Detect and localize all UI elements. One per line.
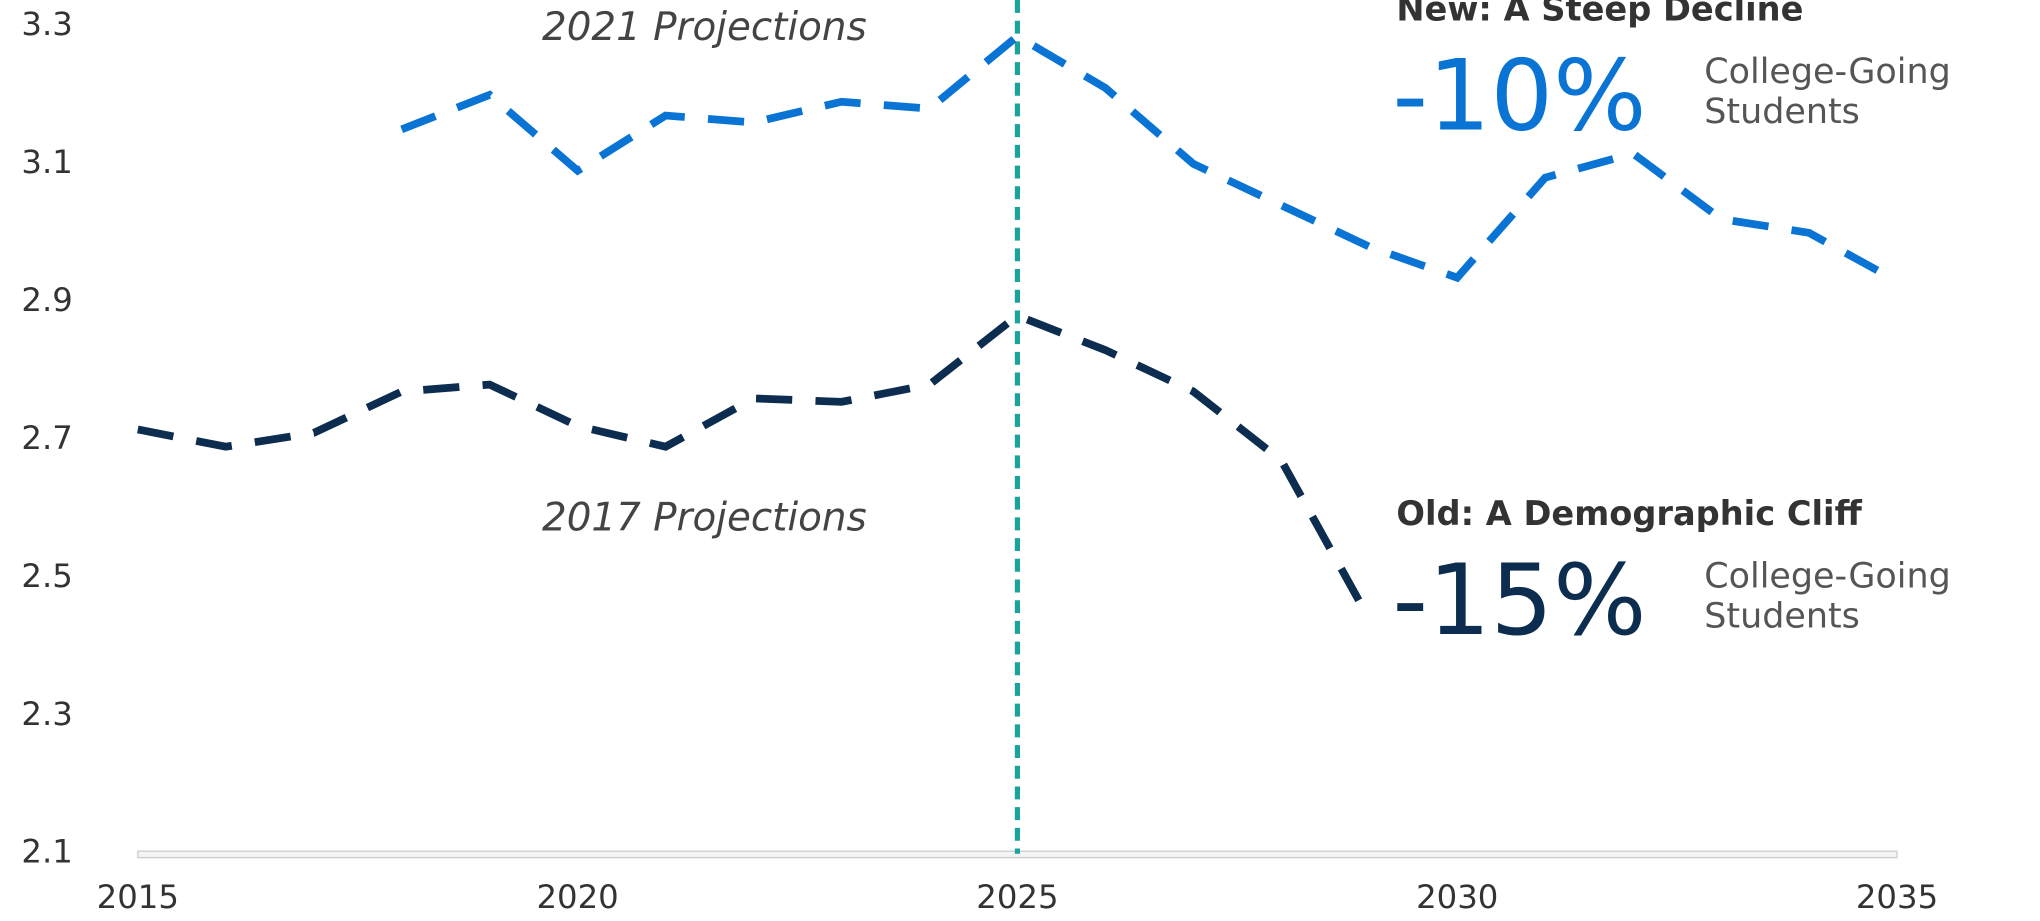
y-tick-label: 2.5 — [21, 557, 72, 595]
series-label: 2017 Projections — [542, 495, 867, 540]
callout-figure: -15% — [1393, 544, 1647, 658]
data-line — [400, 31, 1899, 285]
x-tick-label: 2020 — [536, 878, 618, 916]
y-tick-label: 2.7 — [21, 419, 72, 457]
y-tick-label: 3.3 — [21, 5, 72, 43]
callout-note: Students — [1704, 596, 1860, 636]
y-tick-label: 2.9 — [21, 281, 72, 319]
data-line — [137, 311, 1373, 622]
x-tick-label: 2035 — [1856, 878, 1938, 916]
callout-figure: -10% — [1393, 39, 1647, 153]
callout-note: College-Going — [1704, 556, 1951, 596]
callout-note: College-Going — [1704, 52, 1951, 92]
callout-heading: New: A Steep Decline — [1396, 0, 1803, 29]
x-tick-label: 2025 — [976, 878, 1058, 916]
y-tick-label: 2.1 — [21, 833, 72, 871]
series-label: 2021 Projections — [542, 5, 867, 50]
y-tick-label: 2.3 — [21, 695, 72, 733]
callout-note: Students — [1704, 92, 1860, 132]
callout-heading: Old: A Demographic Cliff — [1396, 494, 1862, 533]
x-tick-label: 2030 — [1416, 878, 1498, 916]
y-tick-label: 3.1 — [21, 143, 72, 181]
x-tick-label: 2015 — [97, 878, 179, 916]
